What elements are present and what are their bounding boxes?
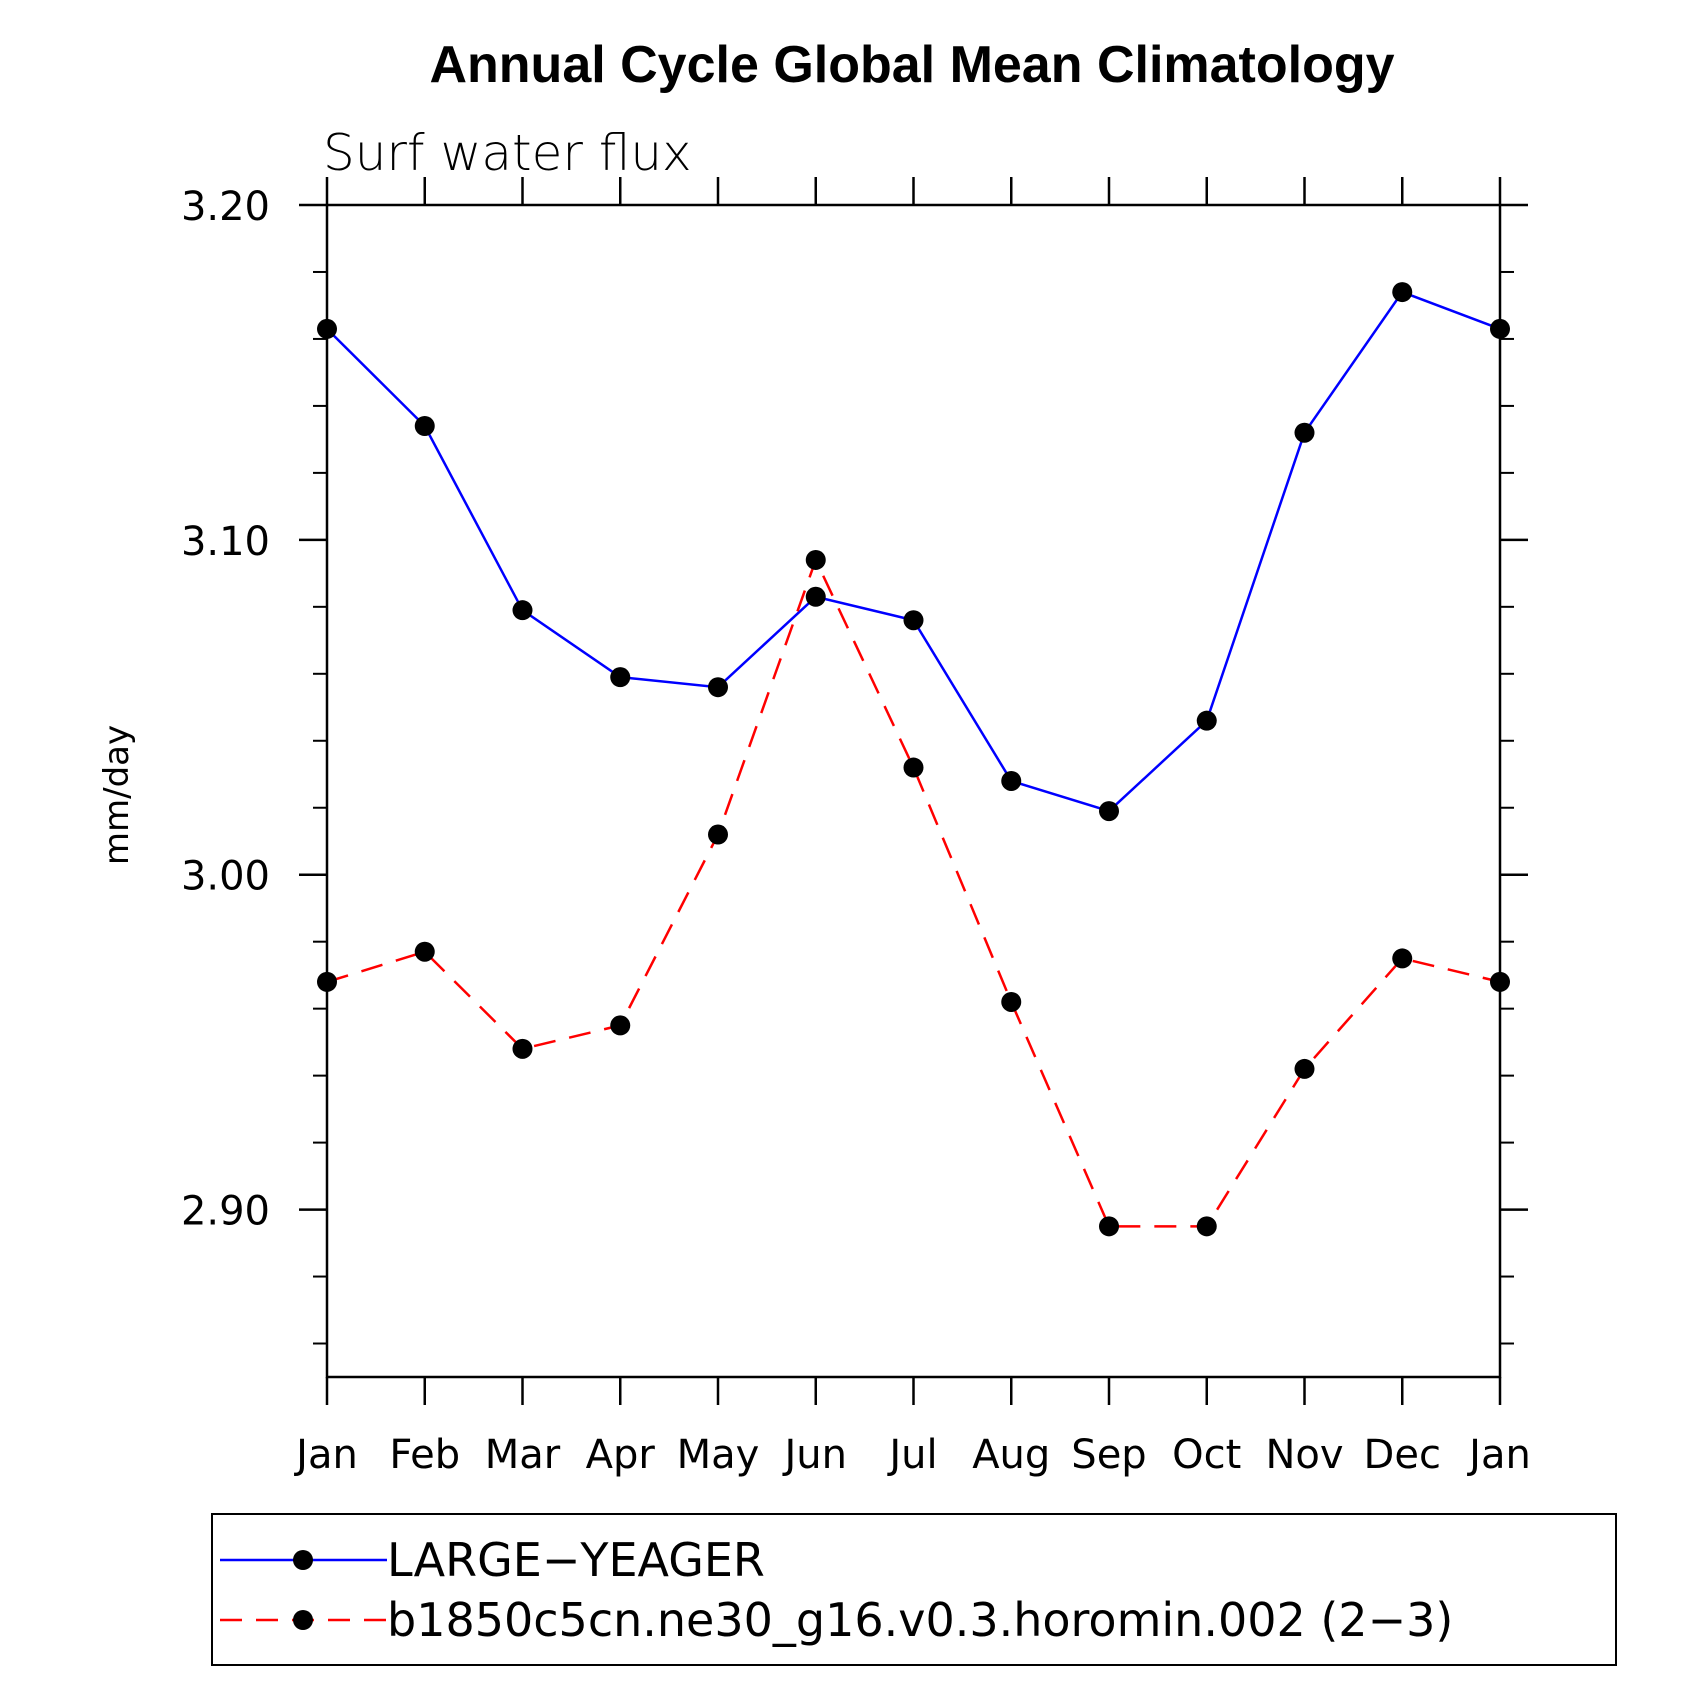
axes: Jan Feb Mar Apr May Jun Jul Aug Sep Oct Nov Dec Jan 2… [181,177,1531,1478]
series-0-point [1392,282,1413,303]
x-tick-label: Sep [1071,1432,1146,1478]
series-1-point [1099,1216,1119,1237]
series-0-point [317,318,337,339]
x-tick-label: Jan [1466,1432,1531,1478]
x-tick-label: Aug [972,1432,1050,1478]
series-0-point [805,586,826,607]
legend-marker-1 [293,1610,313,1630]
series-0-point [903,610,924,631]
x-tick-label: May [677,1432,760,1478]
legend-box [211,1513,1617,1666]
x-tick-label: Feb [389,1432,460,1478]
x-tick-label: Oct [1172,1432,1241,1478]
series-1-point [805,549,826,570]
x-tick-label: Jul [886,1432,937,1478]
chart-title: Annual Cycle Global Mean Climatology [429,36,1394,94]
series-1-point [512,1038,533,1059]
x-tick-label: Dec [1364,1432,1441,1478]
x-tick-label: Mar [485,1432,561,1478]
series-layer [317,282,1510,1237]
series-1-point [317,971,337,992]
series-0-point [1099,801,1119,822]
x-tick-label: Nov [1265,1432,1343,1478]
series-1-point [708,824,728,845]
chart-subtitle: Surf water flux [323,124,692,182]
series-line-0 [326,290,1501,813]
series-0-point [708,677,728,698]
series-1-point [1294,1058,1315,1079]
series-1-point [1196,1216,1217,1237]
series-0-point [1294,422,1315,443]
series-1-point [610,1015,631,1036]
y-tick-label: 3.00 [181,854,270,900]
legend-label-0: LARGE−YEAGER [387,1533,765,1587]
series-0-point [1001,770,1022,791]
x-tick-label: Jan [293,1432,358,1478]
legend-marker-0 [293,1550,313,1570]
y-axis-label: mm/day [97,725,137,865]
series-1-point [1392,948,1413,969]
legend: LARGE−YEAGER b1850c5cn.ne30_g16.v0.3.horo… [220,1533,1453,1647]
x-tick-label: Apr [586,1432,656,1478]
plot-frame [325,203,1502,1379]
y-tick-label: 3.10 [181,519,270,565]
series-0-point [1490,318,1510,339]
y-tick-label: 2.90 [181,1189,270,1235]
series-1-point [903,757,924,778]
legend-label-1: b1850c5cn.ne30_g16.v0.3.horomin.002 (2−3… [387,1593,1453,1647]
series-0-point [1196,710,1217,731]
x-tick-label: Jun [782,1432,848,1478]
series-1-point [1001,991,1022,1012]
series-0-point [414,416,435,437]
series-0-point [610,667,631,688]
series-1-point [1490,971,1510,992]
y-tick-label: 3.20 [181,184,270,230]
series-line-1 [326,556,1501,1228]
series-0-point [512,600,533,621]
series-1-point [414,941,435,962]
